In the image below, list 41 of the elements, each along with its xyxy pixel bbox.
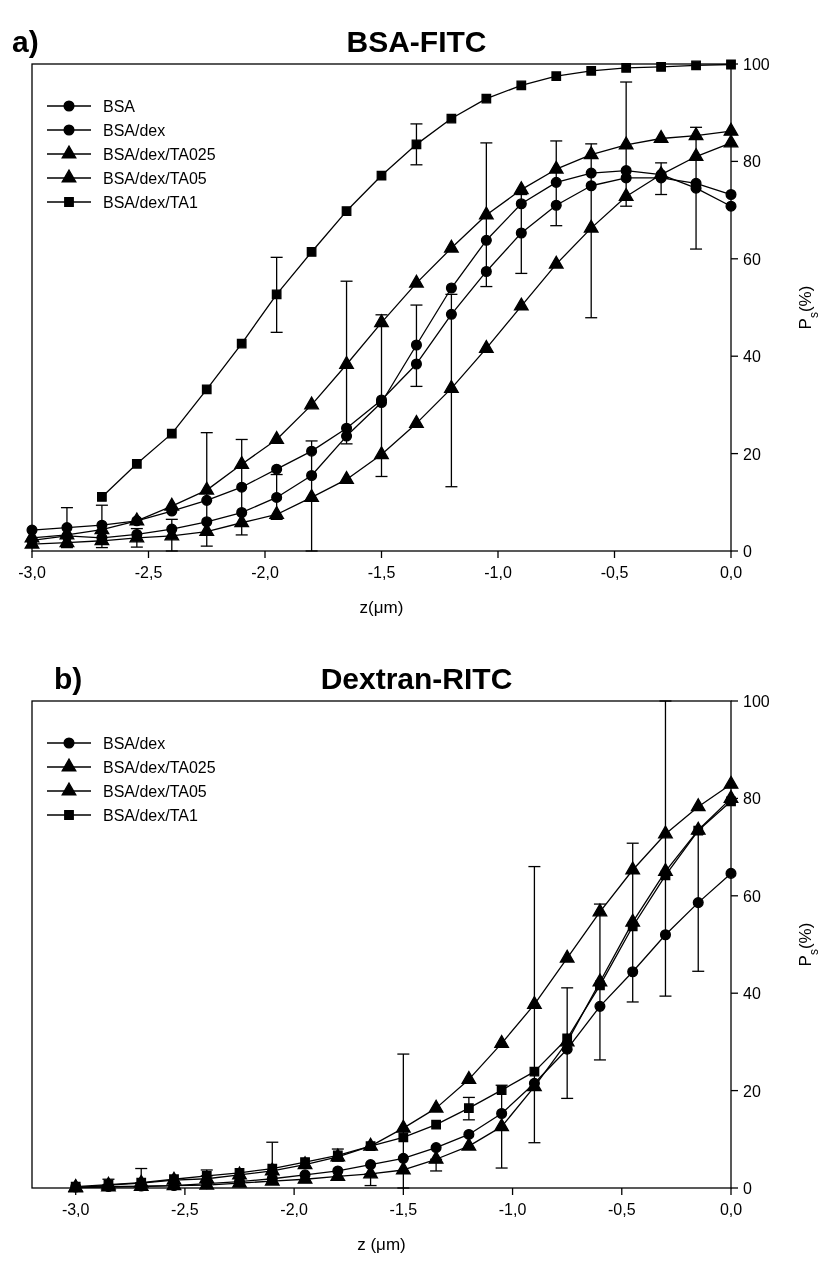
x-tick-label: -1,5 — [367, 564, 396, 581]
y-tick-label: 60 — [743, 887, 761, 905]
x-axis-title: z (μm) — [357, 1235, 406, 1254]
x-tick-label: -0,5 — [607, 1201, 636, 1218]
x-tick-label: -1,5 — [389, 1201, 418, 1218]
x-tick-label: -2,5 — [134, 564, 163, 581]
legend-label: BSA — [103, 98, 136, 115]
x-tick-label: -3,0 — [18, 564, 46, 581]
y-tick-label: 20 — [743, 1082, 761, 1100]
y-tick-label: 100 — [743, 693, 770, 710]
y-tick-label: 40 — [743, 985, 761, 1003]
legend-label: BSA/dex — [103, 735, 166, 752]
chart-title: Dextran-RITC — [320, 662, 513, 695]
x-tick-label: -2,0 — [251, 564, 279, 581]
legend-label: BSA/dex/TA05 — [103, 170, 207, 187]
text: b) — [54, 662, 83, 695]
x-tick-label: 0,0 — [719, 564, 743, 581]
x-tick-label: -2,5 — [171, 1201, 199, 1218]
x-tick-label: 0,0 — [719, 1201, 743, 1218]
x-tick-label: -2,0 — [280, 1201, 309, 1218]
y-tick-label: 100 — [743, 56, 770, 73]
legend-label: BSA/dex — [103, 122, 166, 139]
x-axis-title: z(μm) — [359, 598, 404, 617]
legend-label: BSA/dex/TA05 — [103, 783, 207, 800]
x-tick-label: -0,5 — [600, 564, 629, 581]
y-tick-label: 0 — [743, 1180, 752, 1197]
legend-label: BSA/dex/TA025 — [103, 759, 216, 776]
text: a) — [12, 25, 39, 58]
y-tick-label: 0 — [743, 543, 752, 560]
legend-label: BSA/dex/TA1 — [103, 194, 198, 211]
y-tick-label: 20 — [743, 445, 761, 463]
y-tick-label: 60 — [743, 250, 761, 268]
x-tick-label: -3,0 — [61, 1201, 90, 1218]
chart-title: BSA-FITC — [346, 25, 487, 58]
y-tick-label: 80 — [743, 790, 761, 808]
x-tick-label: -1,0 — [484, 564, 512, 581]
y-tick-label: 40 — [743, 348, 761, 366]
x-tick-label: -1,0 — [498, 1201, 527, 1218]
legend-label: BSA/dex/TA025 — [103, 146, 216, 163]
legend-label: BSA/dex/TA1 — [103, 807, 198, 824]
y-tick-label: 80 — [743, 153, 761, 171]
